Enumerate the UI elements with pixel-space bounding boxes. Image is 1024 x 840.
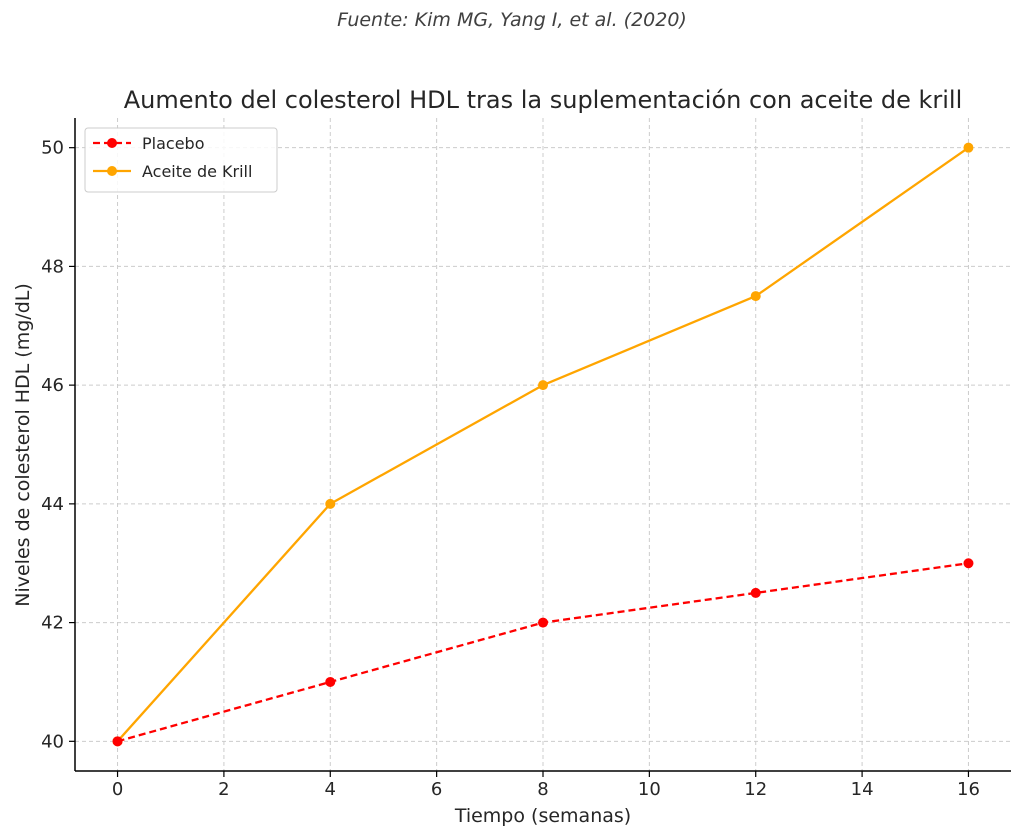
data-point-placebo: [325, 676, 336, 687]
x-tick-label: 8: [537, 779, 548, 800]
legend-box: [84, 127, 278, 193]
y-tick-label: 46: [41, 375, 64, 396]
data-point-aceite-de-krill: [750, 291, 761, 302]
series-layer: [112, 142, 974, 747]
legend-label: Placebo: [142, 134, 204, 153]
x-tick-label: 12: [744, 779, 767, 800]
y-tick-label: 40: [41, 731, 64, 752]
x-tick-label: 6: [431, 779, 442, 800]
data-point-aceite-de-krill: [963, 142, 974, 153]
y-tick-label: 42: [41, 613, 64, 634]
legend-marker: [107, 166, 117, 176]
x-tick-label: 4: [325, 779, 336, 800]
legend-item-placebo: Placebo: [93, 134, 204, 153]
chart-title: Aumento del colesterol HDL tras la suple…: [124, 86, 962, 114]
x-axis-label: Tiempo (semanas): [454, 805, 631, 827]
data-point-placebo: [112, 736, 123, 747]
y-tick-label: 44: [41, 494, 64, 515]
data-point-aceite-de-krill: [538, 380, 548, 391]
data-point-placebo: [750, 587, 761, 598]
x-tick-label: 14: [851, 779, 874, 800]
grid: [75, 118, 1011, 771]
source-note: Fuente: Kim MG, Yang I, et al. (2020): [337, 9, 687, 31]
series-placebo: [112, 558, 974, 747]
x-tick-label: 2: [218, 779, 229, 800]
y-axis-label: Niveles de colesterol HDL (mg/dL): [12, 283, 34, 607]
y-tick-label: 48: [41, 256, 64, 277]
legend-marker: [107, 138, 117, 148]
x-tick-label: 16: [957, 779, 980, 800]
legend-item-aceite-de-krill: Aceite de Krill: [93, 162, 252, 181]
data-point-placebo: [963, 558, 974, 569]
legend-label: Aceite de Krill: [142, 162, 252, 181]
y-tick-label: 50: [41, 138, 64, 159]
x-tick-label: 10: [638, 779, 661, 800]
legend: Placebo Aceite de Krill: [84, 127, 278, 193]
x-tick-label: 0: [112, 779, 123, 800]
data-point-placebo: [538, 617, 548, 628]
data-point-aceite-de-krill: [325, 498, 336, 509]
